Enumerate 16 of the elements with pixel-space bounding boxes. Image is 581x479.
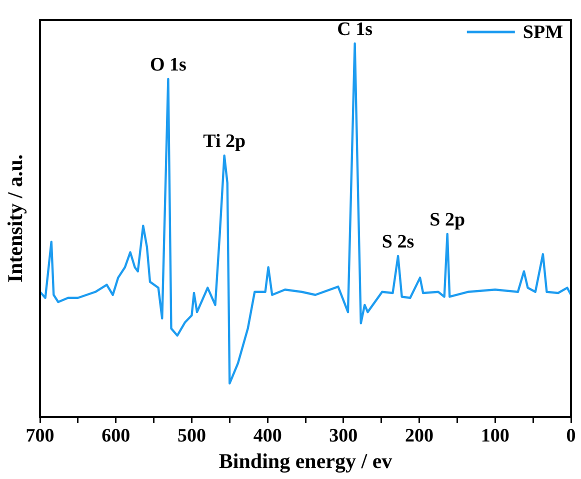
x-tick-label: 600 bbox=[102, 425, 130, 446]
legend-label: SPM bbox=[522, 22, 564, 43]
x-tick-label: 500 bbox=[177, 425, 206, 446]
annotation: S 2s bbox=[382, 231, 414, 252]
x-tick-label: 0 bbox=[566, 425, 576, 446]
x-tick-label: 700 bbox=[26, 425, 54, 446]
annotation: Ti 2p bbox=[203, 130, 246, 152]
annotation: O 1s bbox=[150, 54, 186, 76]
x-tick-label: 400 bbox=[253, 425, 282, 446]
x-axis-title: Binding energy / ev bbox=[218, 448, 393, 473]
x-tick-label: 200 bbox=[405, 425, 434, 446]
annotation: C 1s bbox=[337, 18, 372, 40]
annotation: S 2p bbox=[430, 209, 466, 230]
x-tick-label: 100 bbox=[480, 425, 510, 446]
y-axis-title: Intensity / a.u. bbox=[3, 154, 28, 283]
x-tick-label: 300 bbox=[329, 425, 358, 446]
